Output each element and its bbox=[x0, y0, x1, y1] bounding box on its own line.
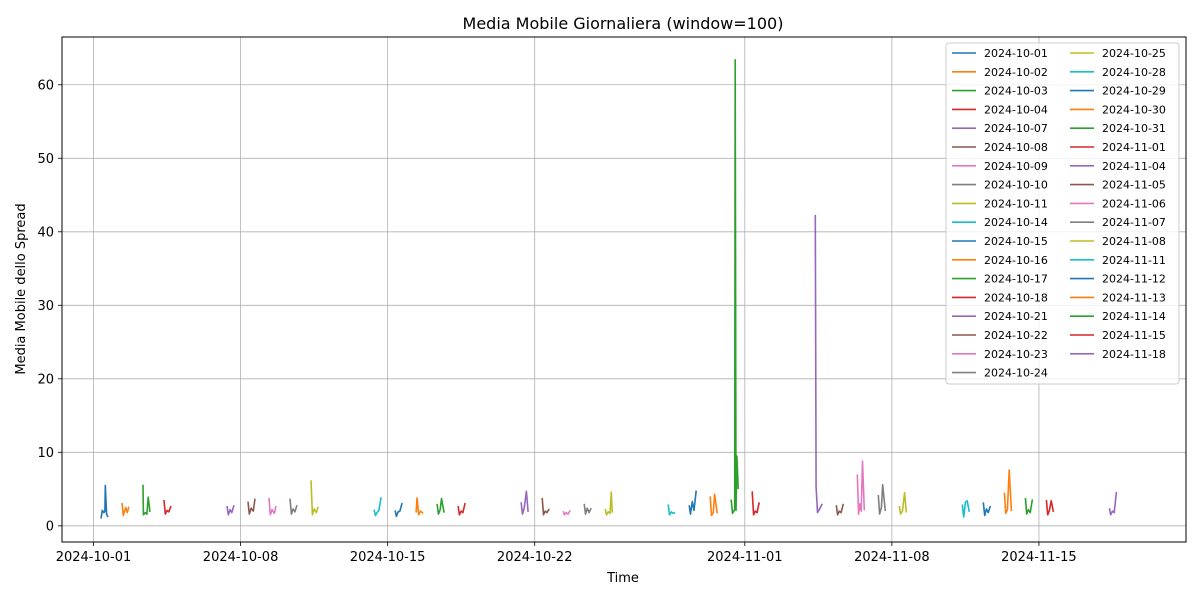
series-line-2024-10-15 bbox=[394, 502, 403, 518]
y-axis-label: Media Mobile dello Spread bbox=[14, 203, 29, 374]
series-line-2024-11-14 bbox=[1024, 497, 1034, 515]
legend-label: 2024-10-10 bbox=[984, 179, 1048, 192]
series-line-2024-10-22 bbox=[541, 497, 550, 516]
series-line-2024-10-18 bbox=[457, 502, 466, 516]
x-tick-label: 2024-11-15 bbox=[1001, 550, 1077, 565]
series-line-2024-10-29 bbox=[688, 490, 697, 515]
legend-label: 2024-11-06 bbox=[1102, 197, 1166, 210]
legend-label: 2024-11-05 bbox=[1102, 179, 1166, 192]
x-axis-label: Time bbox=[606, 571, 639, 586]
legend-label: 2024-11-04 bbox=[1102, 160, 1166, 173]
series-line-2024-10-07 bbox=[226, 504, 235, 516]
y-tick-label: 50 bbox=[37, 152, 54, 167]
legend-label: 2024-10-11 bbox=[984, 197, 1048, 210]
series-line-2024-10-03 bbox=[142, 484, 151, 516]
series-line-2024-11-08 bbox=[898, 491, 908, 515]
series-line-2024-10-04 bbox=[163, 500, 172, 515]
legend-label: 2024-11-15 bbox=[1102, 329, 1166, 342]
series-layer bbox=[100, 58, 1118, 519]
legend-label: 2024-11-01 bbox=[1102, 141, 1166, 154]
series-line-2024-10-16 bbox=[415, 497, 424, 516]
legend-label: 2024-11-11 bbox=[1102, 254, 1166, 267]
series-line-2024-11-18 bbox=[1108, 491, 1118, 516]
series-line-2024-11-11 bbox=[961, 499, 971, 518]
series-line-2024-10-11 bbox=[310, 480, 319, 516]
series-line-2024-10-10 bbox=[289, 498, 298, 515]
series-line-2024-10-30 bbox=[709, 493, 718, 517]
series-line-2024-11-15 bbox=[1045, 499, 1055, 516]
series-line-2024-10-08 bbox=[247, 498, 256, 515]
legend-label: 2024-11-18 bbox=[1102, 348, 1166, 361]
plot-frame bbox=[61, 36, 1187, 543]
series-line-2024-10-28 bbox=[667, 504, 676, 516]
legend-label: 2024-10-22 bbox=[984, 329, 1048, 342]
series-line-2024-11-12 bbox=[982, 502, 992, 517]
x-tick-label: 2024-11-01 bbox=[707, 550, 783, 565]
legend-label: 2024-10-30 bbox=[1102, 103, 1166, 116]
chart-title: Media Mobile Giornaliera (window=100) bbox=[463, 14, 784, 33]
series-line-2024-11-07 bbox=[877, 483, 887, 515]
legend-label: 2024-10-29 bbox=[1102, 85, 1166, 98]
y-tick-label: 0 bbox=[46, 519, 54, 534]
series-line-2024-10-09 bbox=[268, 497, 277, 516]
legend-label: 2024-10-28 bbox=[1102, 66, 1166, 79]
series-line-2024-11-13 bbox=[1003, 469, 1013, 515]
series-line-2024-11-06 bbox=[856, 460, 866, 515]
legend-label: 2024-10-25 bbox=[1102, 47, 1166, 60]
x-tick-label: 2024-10-08 bbox=[203, 550, 279, 565]
legend-label: 2024-10-08 bbox=[984, 141, 1048, 154]
y-tick-label: 30 bbox=[37, 299, 54, 314]
legend-label: 2024-10-09 bbox=[984, 160, 1048, 173]
legend-label: 2024-10-03 bbox=[984, 85, 1048, 98]
tick-layer: 2024-10-01 2024-10-08 2024-10-15 2024-10-22… bbox=[37, 78, 1076, 565]
legend-label: 2024-10-04 bbox=[984, 103, 1048, 116]
legend-label: 2024-10-24 bbox=[984, 367, 1048, 380]
legend-label: 2024-11-14 bbox=[1102, 310, 1166, 323]
legend-label: 2024-10-15 bbox=[984, 235, 1048, 248]
y-tick-label: 20 bbox=[37, 372, 54, 387]
series-line-2024-10-17 bbox=[436, 497, 445, 515]
x-tick-label: 2024-11-08 bbox=[854, 550, 930, 565]
y-tick-label: 40 bbox=[37, 225, 54, 240]
legend-label: 2024-10-01 bbox=[984, 47, 1048, 60]
x-tick-label: 2024-10-01 bbox=[56, 550, 132, 565]
legend: 2024-10-01 2024-10-02 2024-10-03 2024-10-04… bbox=[945, 42, 1180, 385]
series-line-2024-10-14 bbox=[373, 497, 382, 517]
series-line-2024-10-24 bbox=[583, 503, 592, 515]
x-tick-label: 2024-10-15 bbox=[350, 550, 426, 565]
series-line-2024-10-02 bbox=[121, 502, 130, 517]
legend-label: 2024-10-31 bbox=[1102, 122, 1166, 135]
legend-label: 2024-10-18 bbox=[984, 291, 1048, 304]
legend-label: 2024-10-07 bbox=[984, 122, 1048, 135]
legend-label: 2024-11-08 bbox=[1102, 235, 1166, 248]
series-line-2024-10-01 bbox=[100, 484, 109, 519]
legend-label: 2024-10-16 bbox=[984, 254, 1048, 267]
y-tick-label: 60 bbox=[37, 78, 54, 93]
x-tick-label: 2024-10-22 bbox=[497, 550, 573, 565]
series-line-2024-10-23 bbox=[562, 509, 571, 516]
series-line-2024-11-05 bbox=[835, 503, 845, 516]
y-tick-label: 10 bbox=[37, 446, 54, 461]
legend-label: 2024-11-07 bbox=[1102, 216, 1166, 229]
legend-label: 2024-10-21 bbox=[984, 310, 1048, 323]
series-line-2024-11-01 bbox=[751, 491, 760, 516]
legend-label: 2024-10-23 bbox=[984, 348, 1048, 361]
series-line-2024-10-21 bbox=[520, 490, 529, 515]
series-line-2024-10-25 bbox=[604, 491, 613, 516]
series-line-2024-11-04 bbox=[814, 214, 824, 514]
legend-box bbox=[945, 42, 1180, 385]
series-line-2024-10-31 bbox=[730, 58, 739, 515]
legend-label: 2024-11-12 bbox=[1102, 273, 1166, 286]
legend-label: 2024-11-13 bbox=[1102, 291, 1166, 304]
legend-label: 2024-10-14 bbox=[984, 216, 1048, 229]
legend-label: 2024-10-17 bbox=[984, 273, 1048, 286]
legend-label: 2024-10-02 bbox=[984, 66, 1048, 79]
